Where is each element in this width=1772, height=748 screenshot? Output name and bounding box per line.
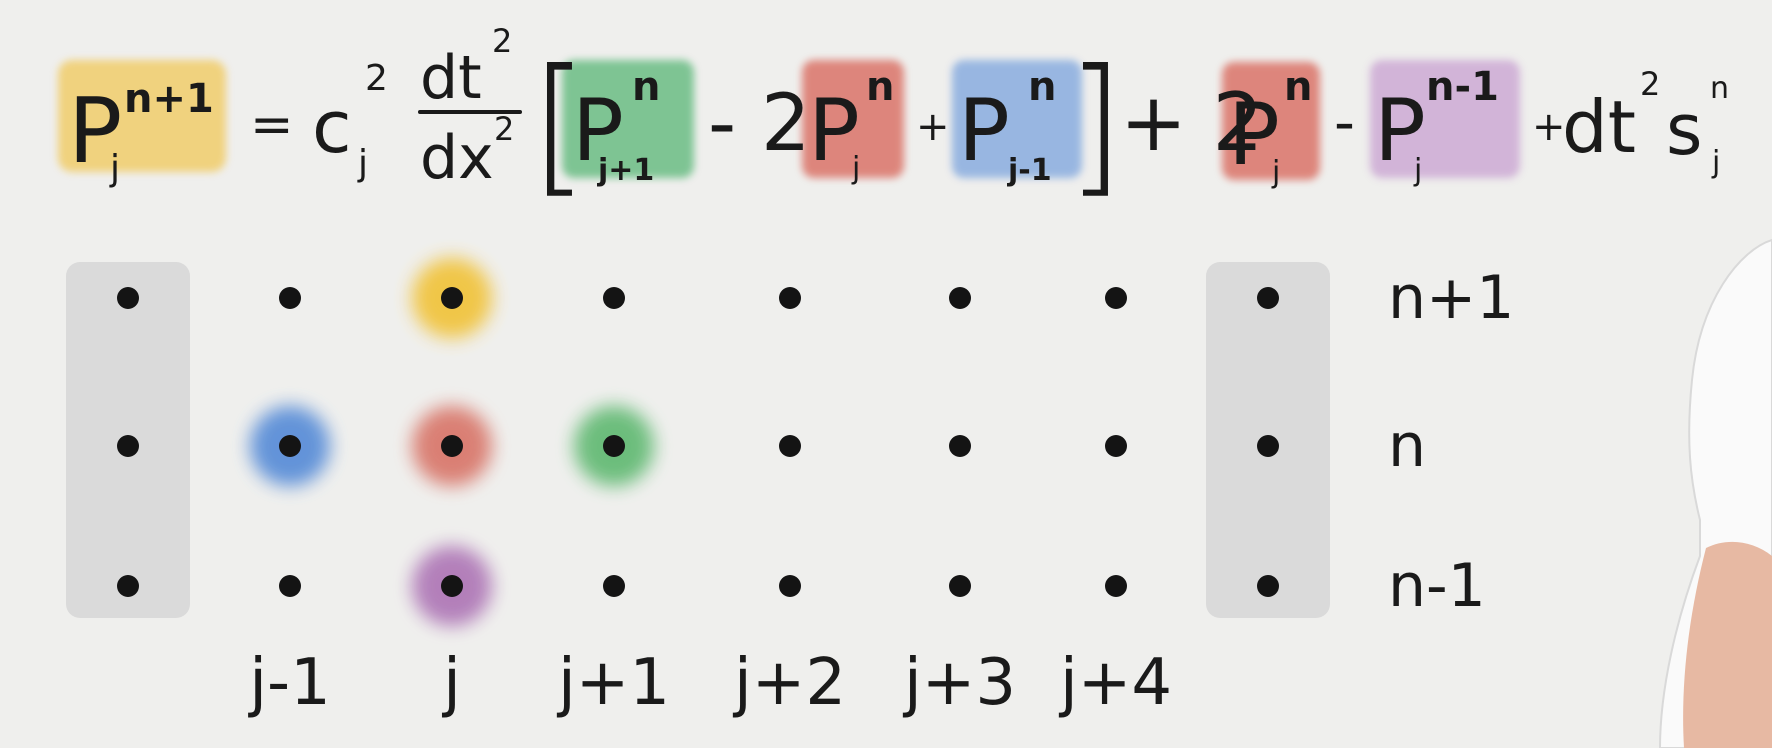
grid-point: [949, 575, 971, 597]
term-2p-j-highlight: [1222, 62, 1320, 180]
source-s-sub: j: [1711, 145, 1720, 180]
grid-point: [117, 575, 139, 597]
term-p-j-plus-1-highlight: [562, 60, 694, 178]
grid-point: [1105, 575, 1127, 597]
minus-sign: -: [1334, 88, 1355, 156]
coef-c-sup: 2: [365, 58, 388, 99]
grid-point: [1257, 435, 1279, 457]
column-label: j+2: [732, 646, 846, 720]
term1-p: P: [572, 81, 624, 181]
grid-point: [279, 287, 301, 309]
term2-p: P: [808, 81, 860, 181]
fraction-numerator: dt: [420, 43, 482, 113]
fraction-denominator: dx: [420, 123, 494, 193]
grid-point: [603, 287, 625, 309]
term5-p-sub: j: [1413, 153, 1422, 188]
term1-p-sub: j+1: [597, 153, 654, 188]
term5-p-sup: n-1: [1426, 64, 1499, 110]
grid-point: [279, 575, 301, 597]
minus-2: - 2: [708, 79, 811, 169]
grid-point: [279, 435, 301, 457]
term2-p-sub: j: [851, 151, 860, 186]
presenter-skin: [1683, 541, 1772, 748]
stencil-grid: n+1 n n-1 j-1 j j+1 j+2 j+3 j+4: [66, 258, 1514, 720]
grid-point: [1257, 575, 1279, 597]
bracket-open: [: [530, 38, 589, 212]
column-label: j+3: [902, 646, 1016, 720]
grid-point: [117, 287, 139, 309]
coef-c: c: [312, 85, 352, 169]
fraction-numerator-sup: 2: [492, 22, 512, 60]
grid-point: [603, 575, 625, 597]
grid-point: [117, 435, 139, 457]
plus-2: + 2: [1120, 76, 1263, 169]
grid-point: [779, 435, 801, 457]
grid-point: [441, 435, 463, 457]
plus-sign-1: +: [916, 104, 950, 150]
source-dt: dt: [1562, 85, 1636, 169]
row-label: n+1: [1388, 263, 1514, 333]
term4-p-sup: n: [1284, 64, 1312, 110]
bracket-close: ]: [1066, 38, 1125, 212]
term3-p: P: [958, 81, 1010, 181]
grid-point: [949, 287, 971, 309]
source-s: s: [1666, 89, 1702, 171]
source-dt-sup: 2: [1640, 65, 1660, 103]
column-label: j: [441, 646, 461, 720]
term5-p: P: [1374, 81, 1426, 181]
grid-point: [1105, 435, 1127, 457]
equals-sign: =: [250, 95, 294, 155]
source-s-sup: n: [1710, 71, 1729, 106]
term2-p-sup: n: [866, 64, 894, 110]
lhs-p: P: [68, 79, 122, 184]
column-label: j+1: [556, 646, 670, 720]
term3-p-sup: n: [1028, 64, 1056, 110]
row-label: n: [1388, 411, 1426, 481]
plus-sign-3: +: [1532, 104, 1566, 150]
grid-point: [441, 575, 463, 597]
grid-point: [779, 575, 801, 597]
lhs-highlight: [58, 60, 226, 172]
term4-p-sub: j: [1271, 155, 1280, 190]
term3-p-sub: j-1: [1007, 153, 1052, 188]
grid-point: [441, 287, 463, 309]
grid-point: [603, 435, 625, 457]
term-p-n-minus-1-highlight: [1370, 60, 1520, 178]
term4-p: P: [1228, 85, 1280, 185]
column-label: j-1: [247, 646, 331, 720]
coef-c-sub: j: [357, 143, 368, 184]
column-label: j+4: [1058, 646, 1172, 720]
term1-p-sup: n: [632, 64, 660, 110]
fraction-denominator-sup: 2: [494, 110, 514, 148]
term-p-j-minus-1-highlight: [952, 60, 1082, 178]
grid-point: [1105, 287, 1127, 309]
lhs-p-sub: j: [109, 148, 120, 189]
equation: P n+1 j = c 2 j dt 2 dx 2 [ P n j+1 - 2 …: [68, 22, 1729, 212]
lhs-p-sup: n+1: [124, 76, 214, 122]
grid-point: [949, 435, 971, 457]
grid-point: [1257, 287, 1279, 309]
term-p-j-highlight: [802, 60, 904, 178]
row-label: n-1: [1388, 551, 1486, 621]
grid-point: [779, 287, 801, 309]
